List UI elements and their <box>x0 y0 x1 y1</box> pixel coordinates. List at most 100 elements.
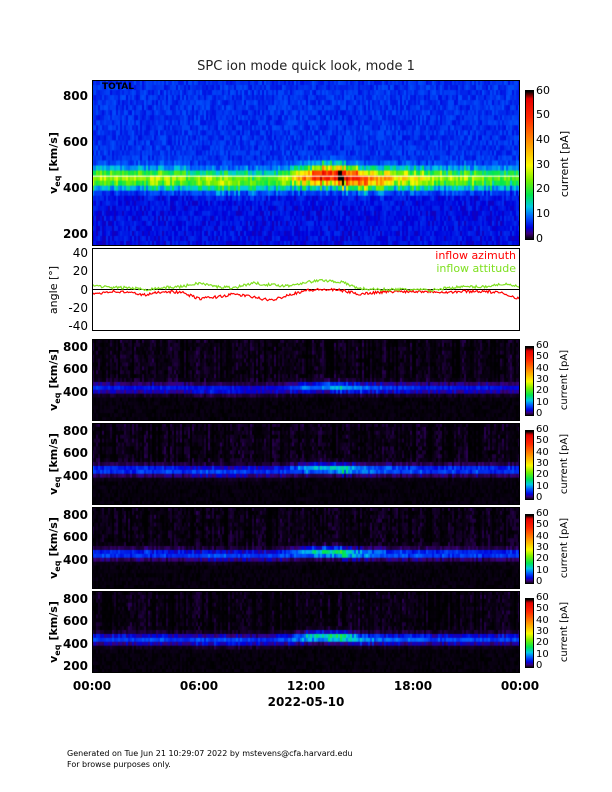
colorbar-tick-label: 60 <box>536 424 549 435</box>
y-tick-label: 800 <box>62 423 88 438</box>
y-axis-label-part: [km/s] <box>47 132 60 172</box>
y-axis-label-part: eq <box>53 476 63 488</box>
y-tick-label: 600 <box>62 362 88 377</box>
y-tick-label: 400 <box>62 468 88 483</box>
y-tick-label: 800 <box>62 507 88 522</box>
y-tick-label: 600 <box>62 530 88 545</box>
colorbar-tick-label: 30 <box>536 542 549 553</box>
colorbar-tick-label: 60 <box>536 592 549 603</box>
colorbar-tick-label: 20 <box>536 182 550 196</box>
footer-browse-note: For browse purposes only. <box>67 760 171 769</box>
y-axis-label: veq [km/s] <box>47 582 63 682</box>
y-tick-label: 200 <box>62 227 88 242</box>
colorbar-tick-label: 0 <box>536 660 543 671</box>
colorbar-tick-label: 20 <box>536 469 549 481</box>
y-axis-label-part: eq <box>53 644 63 656</box>
colorbar-tick-label: 20 <box>536 637 549 649</box>
y-axis-label-part: v <box>47 403 60 411</box>
colorbar-label: current [pA] <box>559 433 570 495</box>
sector-2-spectrogram <box>92 423 520 505</box>
y-tick-label: 40 <box>72 245 88 260</box>
y-tick-label: 800 <box>62 339 88 354</box>
y-tick-label: 600 <box>62 614 88 629</box>
y-axis-label-part: v <box>47 655 60 663</box>
sector-1-spectrogram <box>92 339 520 421</box>
colorbar-tick-label: 10 <box>536 206 550 220</box>
colorbar <box>525 514 534 584</box>
colorbar <box>525 346 534 416</box>
y-axis-label-part: eq <box>53 560 63 572</box>
x-tick-label: 12:00 <box>286 679 326 693</box>
colorbar-tick-label: 50 <box>536 108 550 122</box>
x-tick-label: 06:00 <box>179 679 219 693</box>
colorbar-label: current [pA] <box>559 517 570 579</box>
panel-frame <box>92 591 520 673</box>
y-axis-label-part: v <box>47 186 60 194</box>
colorbar-tick-label: 50 <box>536 435 549 447</box>
x-tick-label: 00:00 <box>72 679 112 693</box>
colorbar-tick-label: 0 <box>536 408 543 419</box>
panel-frame <box>92 80 520 246</box>
colorbar-tick-label: 40 <box>536 362 549 374</box>
y-axis-label-part: eq <box>53 392 63 404</box>
y-axis-label-part: [km/s] <box>47 601 60 641</box>
colorbar-tick-label: 40 <box>536 132 550 146</box>
y-axis-label-part: [km/s] <box>47 517 60 557</box>
colorbar-tick-label: 20 <box>536 385 549 397</box>
panel-frame <box>92 339 520 421</box>
x-tick-label: 18:00 <box>393 679 433 693</box>
y-tick-label: 400 <box>62 636 88 651</box>
y-tick-label: 0 <box>80 282 88 297</box>
colorbar-tick-label: 60 <box>536 508 549 519</box>
total-spectrogram <box>92 80 520 246</box>
colorbar-tick-label: 50 <box>536 519 549 531</box>
y-tick-label: 800 <box>62 591 88 606</box>
y-tick-label: 600 <box>62 135 88 150</box>
panel-frame <box>92 507 520 589</box>
sector-4-spectrogram <box>92 591 520 673</box>
colorbar-tick-label: 60 <box>536 340 549 351</box>
y-axis-label: angle [°] <box>47 265 60 314</box>
y-axis-label: veq [km/s] <box>47 113 63 213</box>
y-tick-label: -40 <box>68 319 88 334</box>
colorbar-tick-label: 30 <box>536 458 549 469</box>
y-tick-label: 200 <box>62 659 88 674</box>
colorbar-label: current [pA] <box>559 601 570 663</box>
y-tick-label: 400 <box>62 384 88 399</box>
x-axis-date-label: 2022-05-10 <box>267 695 345 709</box>
panel-frame <box>92 248 520 331</box>
colorbar-tick-label: 40 <box>536 530 549 542</box>
colorbar-tick-label: 40 <box>536 446 549 458</box>
colorbar-tick-label: 50 <box>536 603 549 615</box>
y-axis-label-part: [km/s] <box>47 349 60 389</box>
panel-label: TOTAL <box>102 82 134 92</box>
y-tick-label: 600 <box>62 446 88 461</box>
colorbar <box>525 90 534 240</box>
colorbar <box>525 598 534 668</box>
y-tick-label: -20 <box>68 300 88 315</box>
colorbar-tick-label: 0 <box>536 231 543 245</box>
y-axis-label-part: [km/s] <box>47 433 60 473</box>
colorbar-tick-label: 10 <box>536 648 549 660</box>
colorbar-label: current [pA] <box>559 349 570 411</box>
footer-generated: Generated on Tue Jun 21 10:29:07 2022 by… <box>67 749 353 758</box>
colorbar-tick-label: 50 <box>536 351 549 363</box>
legend-inflow-attitude: inflow attitude <box>436 262 516 275</box>
colorbar-tick-label: 60 <box>536 83 550 97</box>
y-axis-label-part: v <box>47 487 60 495</box>
colorbar-label: current [pA] <box>558 130 571 198</box>
colorbar-tick-label: 30 <box>536 157 550 171</box>
y-tick-label: 400 <box>62 181 88 196</box>
colorbar-tick-label: 10 <box>536 396 549 408</box>
y-tick-label: 400 <box>62 552 88 567</box>
colorbar-tick-label: 0 <box>536 492 543 503</box>
panel-frame <box>92 423 520 505</box>
sector-3-spectrogram <box>92 507 520 589</box>
y-tick-label: 800 <box>62 89 88 104</box>
colorbar-tick-label: 10 <box>536 564 549 576</box>
figure-title: SPC ion mode quick look, mode 1 <box>197 59 415 74</box>
y-tick-label: 20 <box>72 264 88 279</box>
y-axis-label-part: eq <box>53 175 63 187</box>
inflow-azimuth-line <box>92 287 520 302</box>
